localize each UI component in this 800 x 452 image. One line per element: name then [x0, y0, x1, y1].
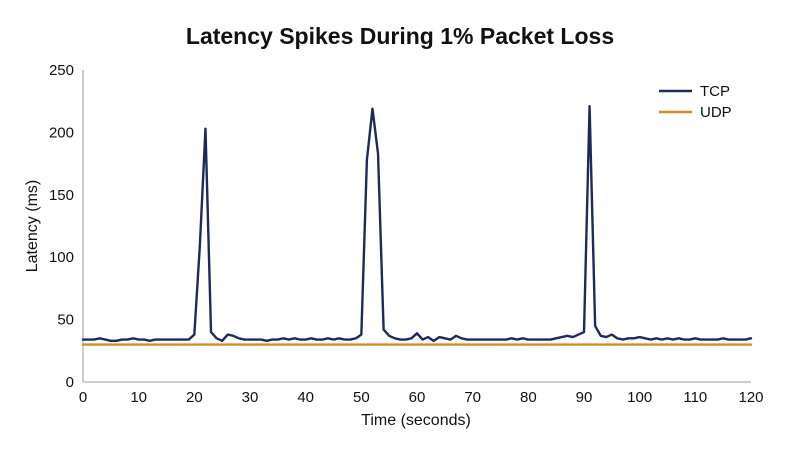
chart-title: Latency Spikes During 1% Packet Loss — [186, 23, 614, 49]
x-tick-label: 120 — [738, 389, 763, 406]
x-tick-label: 90 — [576, 389, 593, 406]
legend: TCP UDP — [659, 83, 732, 121]
x-tick-label: 70 — [464, 389, 481, 406]
y-tick-label: 150 — [49, 187, 74, 204]
y-tick-label: 200 — [49, 124, 74, 141]
y-tick-label: 0 — [66, 374, 74, 391]
x-tick-label: 50 — [353, 389, 370, 406]
x-tick-label: 80 — [520, 389, 537, 406]
legend-label-tcp: TCP — [700, 83, 730, 100]
series-layer — [81, 104, 753, 346]
x-tick-label: 110 — [683, 389, 707, 406]
legend-label-udp: UDP — [700, 104, 732, 121]
axes: 0 50 100 150 200 250 0 10 20 30 40 50 60 70 80 90 100 110… — [49, 62, 764, 406]
x-tick-label: 20 — [186, 389, 203, 406]
y-tick-label: 50 — [57, 312, 74, 329]
x-tick-label: 40 — [297, 389, 314, 406]
series-line-tcp — [81, 104, 753, 343]
x-tick-label: 60 — [409, 389, 426, 406]
x-tick-label: 0 — [79, 389, 87, 406]
y-tick-label: 250 — [49, 62, 74, 79]
x-axis-label: Time (seconds) — [361, 412, 471, 429]
x-tick-label: 30 — [242, 389, 259, 406]
x-tick-label: 100 — [627, 389, 652, 406]
x-tick-label: 10 — [130, 389, 147, 406]
y-axis-label: Latency (ms) — [24, 180, 41, 272]
y-tick-label: 100 — [49, 249, 74, 266]
